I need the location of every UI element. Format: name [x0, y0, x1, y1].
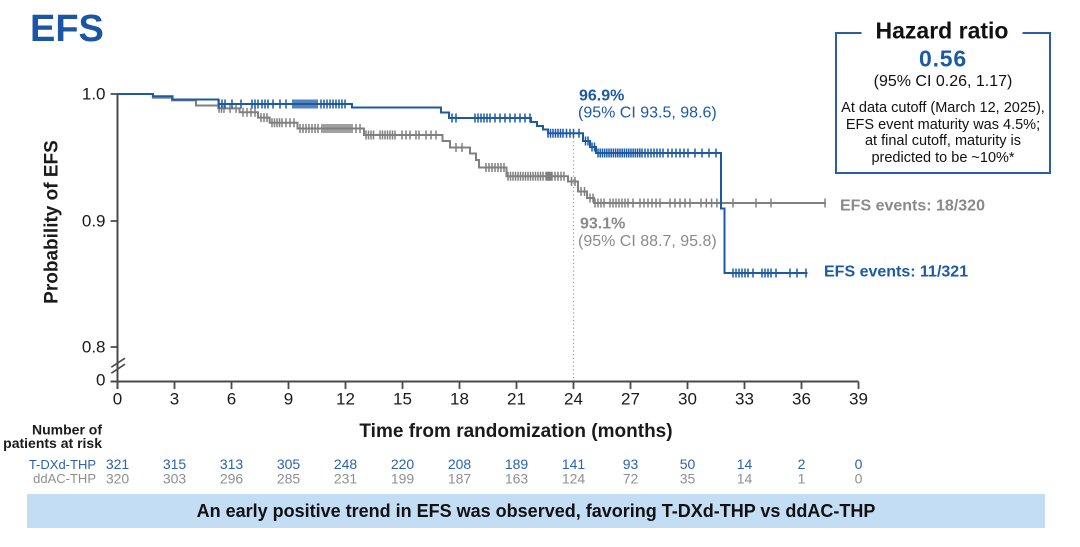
svg-text:14: 14: [737, 471, 753, 487]
svg-text:36: 36: [792, 390, 811, 409]
svg-text:93.1%: 93.1%: [580, 216, 625, 233]
svg-text:163: 163: [505, 471, 529, 487]
svg-text:T-DXd-THP: T-DXd-THP: [29, 457, 96, 472]
svg-text:21: 21: [507, 390, 526, 409]
svg-text:Number of: Number of: [32, 422, 102, 438]
svg-text:1: 1: [798, 471, 806, 487]
svg-text:93: 93: [623, 456, 639, 472]
svg-text:72: 72: [623, 471, 639, 487]
svg-text:33: 33: [735, 390, 754, 409]
svg-text:15: 15: [393, 390, 412, 409]
svg-text:0: 0: [855, 471, 863, 487]
svg-text:(95% CI 88.7, 95.8): (95% CI 88.7, 95.8): [578, 233, 717, 250]
svg-text:Probability of EFS: Probability of EFS: [42, 140, 63, 304]
svg-text:199: 199: [391, 471, 415, 487]
svg-text:2: 2: [798, 456, 806, 472]
svg-text:96.9%: 96.9%: [579, 88, 624, 105]
svg-text:ddAC-THP: ddAC-THP: [33, 471, 96, 486]
svg-text:24: 24: [564, 390, 583, 409]
svg-text:285: 285: [277, 471, 301, 487]
svg-text:3: 3: [170, 390, 179, 409]
svg-text:305: 305: [277, 456, 301, 472]
svg-text:296: 296: [220, 471, 244, 487]
svg-text:EFS events: 11/321: EFS events: 11/321: [824, 264, 968, 281]
svg-text:EFS events: 18/320: EFS events: 18/320: [840, 198, 985, 215]
svg-text:1.0: 1.0: [82, 85, 106, 104]
svg-text:Time from randomization (month: Time from randomization (months): [359, 421, 672, 442]
svg-text:313: 313: [220, 456, 244, 472]
svg-text:124: 124: [562, 471, 586, 487]
svg-text:315: 315: [163, 456, 187, 472]
svg-text:14: 14: [737, 456, 753, 472]
svg-text:30: 30: [678, 390, 697, 409]
svg-text:303: 303: [163, 471, 187, 487]
svg-text:320: 320: [106, 471, 130, 487]
svg-text:220: 220: [391, 456, 415, 472]
svg-text:0: 0: [96, 371, 105, 390]
svg-text:231: 231: [334, 471, 358, 487]
svg-text:208: 208: [448, 456, 472, 472]
svg-text:27: 27: [621, 390, 640, 409]
svg-text:39: 39: [849, 390, 868, 409]
svg-text:141: 141: [562, 456, 586, 472]
svg-text:189: 189: [505, 456, 529, 472]
svg-text:35: 35: [680, 471, 696, 487]
svg-text:9: 9: [284, 390, 293, 409]
svg-text:0: 0: [855, 456, 863, 472]
svg-text:187: 187: [448, 471, 472, 487]
svg-text:248: 248: [334, 456, 358, 472]
svg-text:(95% CI 93.5, 98.6): (95% CI 93.5, 98.6): [578, 105, 717, 122]
svg-text:12: 12: [336, 390, 355, 409]
svg-text:321: 321: [106, 456, 130, 472]
svg-text:50: 50: [680, 456, 696, 472]
svg-text:patients at risk: patients at risk: [3, 435, 102, 451]
svg-text:0: 0: [113, 390, 122, 409]
svg-text:18: 18: [450, 390, 469, 409]
svg-text:0.8: 0.8: [82, 338, 106, 357]
svg-text:6: 6: [227, 390, 236, 409]
svg-text:0.9: 0.9: [82, 212, 106, 231]
